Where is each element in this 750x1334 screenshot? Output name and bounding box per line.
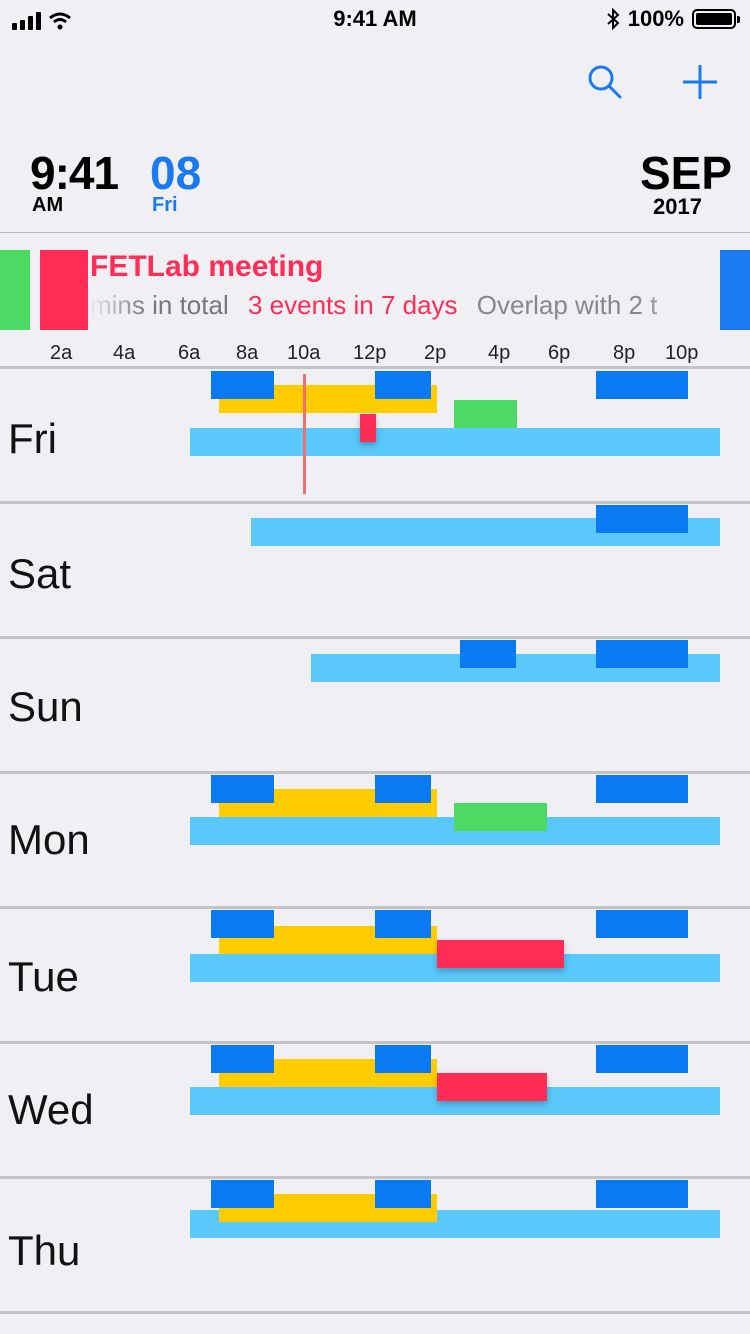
event-bar[interactable]: [211, 1045, 274, 1073]
selected-day-number[interactable]: 08: [150, 147, 202, 199]
selected-day-name[interactable]: Fri: [152, 194, 178, 216]
day-label: Tue: [8, 953, 79, 1000]
event-bar[interactable]: [437, 940, 564, 968]
event-bar[interactable]: [375, 910, 431, 938]
time-tick: 4p: [488, 342, 511, 364]
event-bar[interactable]: [460, 640, 516, 668]
event-bar[interactable]: [596, 371, 688, 399]
day-row-tue[interactable]: Tue: [0, 909, 750, 1041]
event-bar[interactable]: [211, 775, 274, 803]
time-tick: 12p: [353, 342, 387, 364]
time-tick: 6p: [548, 342, 571, 364]
status-time: 9:41 AM: [333, 6, 417, 31]
event-card-current[interactable]: [40, 250, 88, 330]
meta-fade-right: [640, 286, 720, 322]
event-bar[interactable]: [211, 371, 274, 399]
event-bar[interactable]: [596, 775, 688, 803]
time-tick: 10p: [665, 342, 699, 364]
event-bar[interactable]: [437, 1073, 547, 1101]
signal-icon: [12, 12, 72, 30]
event-bar[interactable]: [375, 371, 431, 399]
wifi-icon: [49, 12, 71, 30]
day-row-fri[interactable]: Fri: [0, 369, 750, 501]
year-label: 2017: [653, 194, 702, 219]
day-label: Wed: [8, 1086, 94, 1133]
event-bar[interactable]: [211, 910, 274, 938]
current-time: 9:41: [30, 147, 119, 199]
event-bar[interactable]: [375, 1045, 431, 1073]
event-bar[interactable]: [454, 400, 517, 428]
event-meta: mins in total 3 events in 7 days Overlap…: [90, 290, 720, 321]
event-bar[interactable]: [596, 505, 688, 533]
day-row-sat[interactable]: Sat: [0, 504, 750, 636]
row-divider: [0, 366, 750, 369]
event-bar[interactable]: [375, 1180, 431, 1208]
row-divider: [0, 771, 750, 774]
status-bar: 9:41 AM 100%: [0, 0, 750, 40]
status-right: 100%: [606, 6, 740, 32]
bluetooth-icon: [607, 8, 620, 30]
time-tick: 2p: [424, 342, 447, 364]
day-label: Sat: [8, 550, 72, 597]
current-time-line: [303, 374, 306, 494]
day-row-sun[interactable]: Sun: [0, 639, 750, 771]
event-card-prev[interactable]: [0, 250, 30, 330]
day-label: Mon: [8, 816, 90, 863]
plus-icon[interactable]: [680, 62, 720, 102]
row-divider: [0, 501, 750, 504]
time-tick: 2a: [50, 342, 73, 364]
row-divider: [0, 1176, 750, 1179]
row-divider: [0, 906, 750, 909]
day-row-wed[interactable]: Wed: [0, 1044, 750, 1176]
day-label: Thu: [8, 1227, 81, 1274]
header-divider: [0, 232, 750, 233]
event-meta-overlap: Overlap with 2 t: [476, 290, 658, 320]
time-tick: 8p: [613, 342, 636, 364]
event-meta-events: 3 events in 7 days: [247, 290, 458, 320]
event-bar[interactable]: [190, 428, 720, 456]
event-card-next[interactable]: [720, 250, 750, 330]
event-bar[interactable]: [454, 803, 547, 831]
battery-percent: 100%: [627, 6, 684, 31]
day-label: Fri: [8, 415, 57, 462]
time-tick: 6a: [178, 342, 201, 364]
row-divider: [0, 636, 750, 639]
day-label: Sun: [8, 683, 83, 730]
time-tick: 4a: [113, 342, 136, 364]
event-title: FETLab meeting: [90, 250, 324, 283]
time-tick: 10a: [287, 342, 321, 364]
month-label[interactable]: SEP: [639, 147, 732, 199]
event-bar[interactable]: [596, 1180, 688, 1208]
day-row-thu[interactable]: Thu: [0, 1179, 750, 1311]
event-bar[interactable]: [596, 910, 688, 938]
event-bar[interactable]: [596, 1045, 688, 1073]
time-tick: 8a: [236, 342, 259, 364]
row-divider: [0, 1311, 750, 1314]
event-bar[interactable]: [211, 1180, 274, 1208]
day-row-mon[interactable]: Mon: [0, 774, 750, 906]
search-icon[interactable]: [584, 62, 624, 102]
current-ampm: AM: [32, 194, 64, 216]
battery-icon: [692, 9, 740, 29]
row-divider: [0, 1041, 750, 1044]
event-bar[interactable]: [596, 640, 688, 668]
event-bar-selected[interactable]: [360, 414, 376, 442]
event-bar[interactable]: [375, 775, 431, 803]
meta-fade-left: [88, 286, 148, 322]
